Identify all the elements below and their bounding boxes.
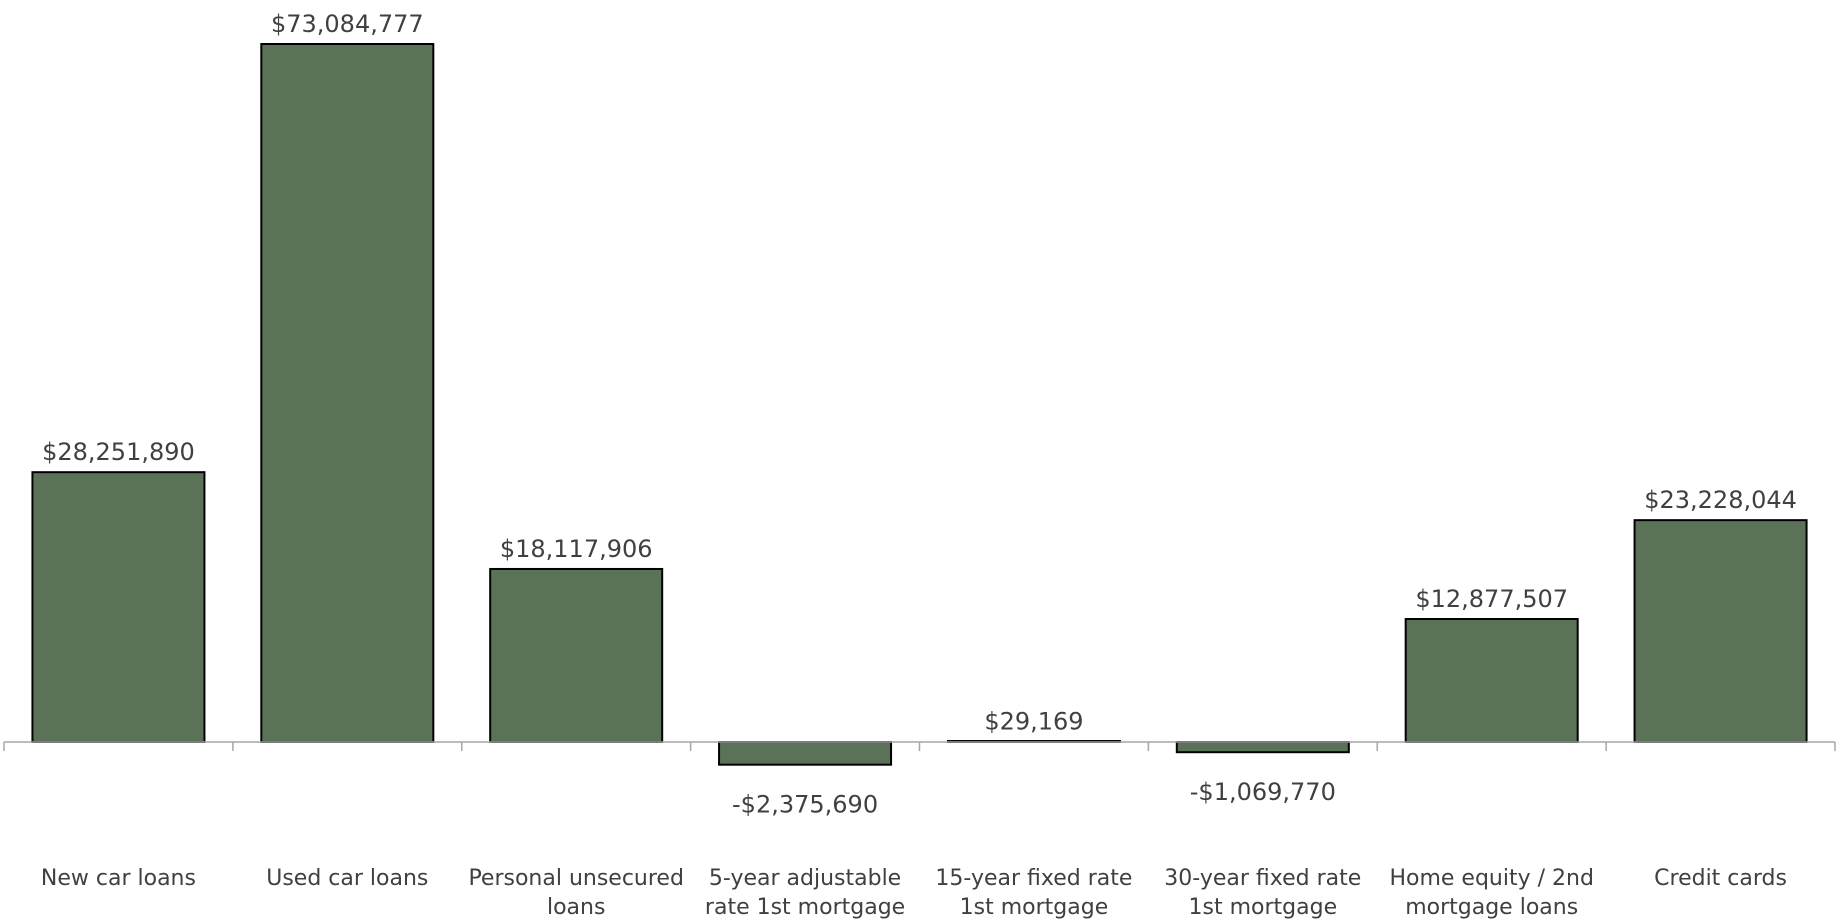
category-label-7: Credit cards [1654, 866, 1787, 891]
category-label-2: Personal unsecured loans [468, 866, 684, 920]
value-label-5: -$1,069,770 [1190, 778, 1336, 806]
category-label-line: Credit cards [1654, 866, 1787, 891]
category-label-line: 1st mortgage [960, 895, 1109, 920]
value-label-4: $29,169 [984, 708, 1083, 736]
category-label-4: 15-year fixed rate 1st mortgage [935, 866, 1132, 920]
category-label-6: Home equity / 2nd mortgage loans [1389, 866, 1593, 920]
bar-0 [31, 471, 206, 743]
category-label-line: Personal unsecured [468, 866, 684, 891]
category-label-line: 1st mortgage [1189, 895, 1338, 920]
value-label-7: $23,228,044 [1644, 486, 1797, 514]
bar-2 [489, 567, 664, 743]
value-label-1: $73,084,777 [271, 10, 424, 38]
x-axis [3, 741, 1836, 751]
category-label-line: Home equity / 2nd [1389, 866, 1593, 891]
category-labels-group: New car loans Used car loans Personal unse… [41, 866, 1787, 920]
bar-7 [1633, 519, 1808, 744]
category-label-line: Used car loans [266, 866, 428, 891]
value-labels-group: $28,251,890 $73,084,777 $18,117,906 -$2,375… [42, 10, 1797, 819]
category-label-0: New car loans [41, 866, 196, 891]
category-label-line: rate 1st mortgage [705, 895, 905, 920]
bar-6 [1404, 618, 1579, 743]
category-label-5: 30-year fixed rate 1st mortgage [1164, 866, 1361, 920]
value-label-3: -$2,375,690 [732, 791, 878, 819]
category-label-1: Used car loans [266, 866, 428, 891]
category-label-3: 5-year adjustable rate 1st mortgage [705, 866, 905, 920]
category-label-line: 5-year adjustable [709, 866, 901, 891]
bar-5 [1175, 741, 1350, 754]
category-label-line: loans [547, 895, 605, 920]
category-label-line: 15-year fixed rate [935, 866, 1132, 891]
bar-1 [260, 43, 435, 743]
category-label-line: New car loans [41, 866, 196, 891]
bar-3 [718, 741, 893, 766]
bars-group [31, 43, 1808, 766]
value-label-0: $28,251,890 [42, 438, 195, 466]
value-label-6: $12,877,507 [1415, 585, 1568, 613]
category-label-line: 30-year fixed rate [1164, 866, 1361, 891]
category-label-line: mortgage loans [1405, 895, 1578, 920]
value-label-2: $18,117,906 [500, 535, 653, 563]
